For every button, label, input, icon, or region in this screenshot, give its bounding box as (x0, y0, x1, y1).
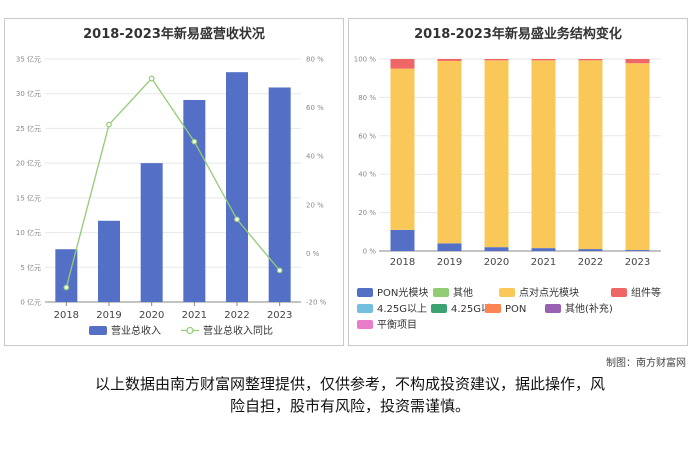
y-right-tick-label: -20 % (306, 299, 327, 307)
yoy-growth-point (106, 121, 112, 128)
revenue-bar (140, 163, 163, 302)
stacked-bar-segment (578, 249, 603, 251)
stacked-bar-segment (437, 243, 462, 251)
legend-label: 平衡项目 (377, 319, 417, 331)
y-tick-label: 20 % (358, 209, 376, 217)
y-left-tick-label: 0 亿元 (20, 298, 41, 307)
y-tick-label: 80 % (358, 94, 376, 102)
stacked-bar-segment (531, 60, 556, 249)
yoy-growth-point (234, 216, 240, 223)
stacked-bar-segment (484, 60, 509, 248)
yoy-growth-point (63, 284, 70, 291)
disclaimer-line-1: 以上数据由南方财富网整理提供，仅供参考，不构成投资建议，据此操作，风 (94, 375, 605, 393)
yoy-growth-point (148, 75, 155, 82)
legend-label: 4.25G以下 (451, 304, 501, 315)
x-tick-label: 2023 (267, 310, 292, 321)
y-tick-label: 100 % (354, 56, 377, 64)
revenue-bar (268, 87, 291, 302)
x-tick-label: 2023 (625, 257, 650, 268)
yoy-growth-point (276, 267, 283, 274)
x-tick-label: 2018 (390, 257, 415, 268)
legend-label: 点对点光模块 (519, 286, 579, 299)
stacked-bar-segment (625, 250, 650, 251)
disclaimer-line-2: 险自担，股市有风险，投资需谨慎。 (229, 397, 470, 415)
y-right-tick-label: 60 % (306, 104, 324, 112)
stacked-bar-segment (625, 63, 650, 251)
y-left-tick-label: 25 亿元 (16, 124, 41, 133)
x-tick-label: 2020 (139, 310, 164, 321)
legend-swatch-revenue (89, 326, 107, 335)
x-tick-label: 2019 (96, 310, 121, 321)
y-right-tick-label: 40 % (306, 153, 324, 161)
y-right-tick-label: 0 % (306, 250, 320, 258)
legend-label: 其他 (453, 286, 473, 299)
revenue-bar (226, 72, 248, 302)
business-structure-chart-svg: 0 % 20 % 40 % 60 % 80 % 100 % 2018 2019 2020 2021… (354, 56, 661, 331)
yoy-growth-point (191, 138, 198, 145)
stacked-bar-segment (531, 59, 556, 61)
legend-label: 4.25G以上 (377, 303, 427, 315)
legend-swatch (499, 288, 515, 297)
stacked-bar-segment (625, 59, 650, 64)
x-tick-label: 2022 (224, 310, 249, 321)
legend-swatch (431, 304, 447, 313)
legend-swatch-yoy-point (186, 326, 194, 335)
stacked-bar-segment (484, 59, 509, 61)
revenue-chart-title: 2018-2023年新易盛营收状况 (83, 27, 265, 42)
y-tick-label: 0 % (363, 248, 377, 256)
stacked-bar-segment (390, 59, 415, 69)
legend-label: PON (505, 304, 526, 315)
stacked-bar-segment (531, 248, 556, 251)
revenue-chart-svg: 0 亿元 5 亿元 10 亿元 15 亿元 20 亿元 25 亿元 30 亿元 35 亿元 -2… (16, 55, 327, 338)
y-left-tick-label: 20 亿元 (16, 159, 41, 168)
chart-credit: 制图：南方财富网 (606, 358, 686, 369)
disclaimer-text: 以上数据由南方财富网整理提供，仅供参考，不构成投资建议，据此操作，风 险自担，股… (0, 373, 700, 417)
legend-swatch (485, 304, 501, 313)
y-right-tick-label: 80 % (306, 56, 324, 64)
business-structure-chart-title: 2018-2023年新易盛业务结构变化 (414, 27, 622, 42)
stacked-bar-segment (437, 60, 462, 244)
y-tick-label: 60 % (358, 132, 376, 140)
y-left-tick-label: 5 亿元 (20, 263, 41, 272)
x-tick-label: 2021 (182, 310, 207, 321)
x-tick-label: 2021 (531, 257, 556, 268)
stacked-bar-segment (390, 68, 415, 230)
legend-swatch (357, 304, 373, 313)
yoy-growth-line (65, 77, 281, 288)
legend-swatch (611, 288, 627, 297)
legend-label: 组件等 (631, 286, 661, 299)
x-tick-label: 2022 (578, 257, 603, 268)
revenue-bar (55, 249, 78, 302)
revenue-bar (98, 220, 120, 302)
legend-swatch (545, 304, 561, 313)
revenue-chart-panel: 2018-2023年新易盛营收状况 0 亿元 5 亿元 10 亿元 15 亿元 20 亿… (4, 18, 344, 346)
y-left-tick-label: 10 亿元 (16, 228, 41, 237)
legend-label: 其他(补充) (565, 302, 613, 315)
stacked-bar-segment (578, 60, 603, 250)
stacked-bar-segment (437, 59, 462, 61)
y-left-tick-label: 15 亿元 (16, 193, 41, 202)
y-left-tick-label: 30 亿元 (16, 89, 41, 98)
x-tick-label: 2020 (484, 257, 509, 268)
legend-label-yoy: 营业总收入同比 (203, 324, 273, 337)
legend-swatch (357, 320, 373, 329)
stacked-bar-segment (578, 59, 603, 61)
y-right-tick-label: 20 % (306, 201, 324, 209)
y-left-tick-label: 35 亿元 (16, 55, 41, 64)
business-structure-chart-panel: 2018-2023年新易盛业务结构变化 0 % 20 % 40 % 60 % 80 % 1… (348, 18, 688, 346)
x-tick-label: 2019 (437, 257, 462, 268)
y-tick-label: 40 % (358, 171, 376, 179)
stacked-bar-segment (484, 247, 509, 251)
legend-swatch (357, 288, 373, 297)
legend-swatch (433, 288, 449, 297)
x-tick-label: 2018 (54, 310, 79, 321)
stacked-bar-segment (390, 229, 415, 251)
legend-label-revenue: 营业总收入 (111, 324, 161, 337)
legend-label: PON光模块 (377, 286, 428, 299)
